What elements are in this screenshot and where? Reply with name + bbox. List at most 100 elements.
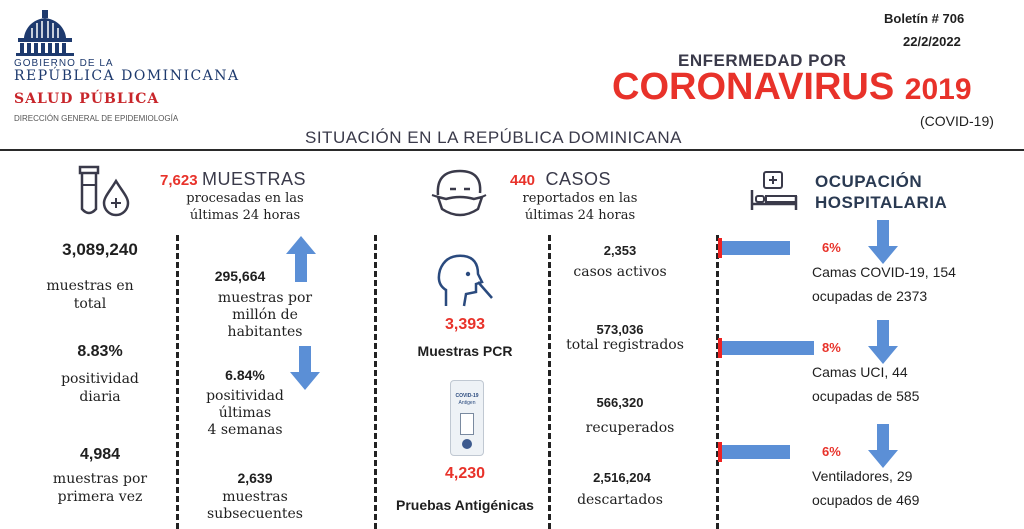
occupancy-line-1: Camas UCI, 44 — [812, 364, 908, 380]
ministry-name: SALUD PÚBLICA — [14, 91, 160, 107]
muestras-desc-line-2: últimas 24 horas — [189, 208, 301, 223]
total-samples-label: muestras en total — [30, 277, 150, 313]
hospital-bed-icon — [750, 170, 798, 217]
antigen-label: Pruebas Antigénicas — [396, 497, 534, 513]
ocupacion-heading: OCUPACIÓN HOSPITALARIA — [815, 171, 947, 213]
down-arrow-icon — [868, 220, 898, 264]
per-million-value: 295,664 — [214, 268, 266, 284]
subsequent-samples-label: muestras subsecuentes — [195, 489, 315, 523]
kit-window-icon — [460, 413, 474, 435]
gov-line-2: REPÚBLICA DOMINICANA — [14, 68, 240, 84]
casos-desc: reportados en las últimas 24 horas — [505, 190, 655, 224]
page-subtitle: SITUACIÓN EN LA REPÚBLICA DOMINICANA — [305, 128, 682, 147]
test-tube-icon — [76, 165, 132, 222]
positivity-4w-label-2: últimas — [218, 405, 272, 421]
occupancy-percent: 6% — [822, 444, 841, 459]
title-year: 2019 — [904, 73, 972, 106]
muestras-count-24h: 7,623 — [160, 172, 198, 189]
ocupacion-heading-1: OCUPACIÓN — [815, 172, 923, 191]
muestras-heading: 7,623 MUESTRAS — [160, 169, 306, 190]
per-million-label-2: millón de — [232, 307, 298, 323]
down-arrow-icon — [290, 346, 320, 395]
total-cases-label: total registrados — [566, 337, 684, 353]
title-small: ENFERMEDAD POR — [678, 51, 847, 70]
kit-text-2: Antigen — [458, 400, 476, 406]
per-million-label: muestras por millón de habitantes — [200, 290, 330, 341]
muestras-title: MUESTRAS — [202, 169, 307, 189]
total-samples-label-1: muestras en — [46, 278, 134, 294]
title-big: CORONAVIRUS 2019 — [612, 66, 972, 111]
positivity-4w-value: 6.84% — [225, 367, 265, 383]
divider-muestras-2 — [374, 235, 377, 529]
antigen-value: 4,230 — [444, 465, 486, 482]
first-time-samples-label-2: primera vez — [57, 489, 143, 505]
total-cases-value: 573,036 — [596, 322, 644, 337]
direction-name: DIRECCIÓN GENERAL DE EPIDEMIOLOGÍA — [14, 114, 179, 123]
daily-positivity-label-1: positividad — [61, 371, 139, 387]
occupancy-bar-marker — [718, 238, 722, 258]
positivity-4w-label-3: 4 semanas — [207, 422, 283, 438]
header-divider — [0, 149, 1024, 151]
subsequent-samples-label-2: subsecuentes — [207, 506, 303, 522]
bulletin-date: 22/2/2022 — [903, 34, 961, 49]
casos-heading: 440 CASOS — [510, 169, 611, 190]
kit-well-icon — [462, 439, 472, 449]
occupancy-percent: 6% — [822, 240, 841, 255]
dome-emblem-icon — [16, 10, 74, 56]
occupancy-line-2: ocupadas de 2373 — [812, 288, 928, 304]
casos-desc-line-2: últimas 24 horas — [524, 208, 636, 223]
daily-positivity-value: 8.83% — [77, 343, 123, 360]
occupancy-bar-marker — [718, 442, 722, 462]
divider-muestras-1 — [176, 235, 179, 529]
per-million-label-3: habitantes — [227, 324, 303, 340]
masked-face-icon — [430, 165, 488, 226]
recovered-label: recuperados — [585, 420, 675, 436]
subsequent-samples-label-1: muestras — [222, 489, 288, 505]
down-arrow-icon — [868, 424, 898, 468]
bulletin-number: Boletín # 706 — [884, 11, 965, 26]
first-time-samples-label: muestras por primera vez — [35, 470, 165, 506]
title-coronavirus: CORONAVIRUS — [612, 66, 895, 108]
muestras-desc-line-1: procesadas en las — [186, 191, 304, 206]
casos-desc-line-1: reportados en las — [522, 191, 638, 206]
casos-title: CASOS — [545, 169, 612, 189]
down-arrow-icon — [868, 320, 898, 364]
positivity-4w-label-1: positividad — [206, 388, 284, 404]
ocupacion-heading-2: HOSPITALARIA — [815, 193, 948, 212]
occupancy-percent: 8% — [822, 340, 841, 355]
per-million-label-1: muestras por — [217, 290, 313, 306]
gov-line-1: GOBIERNO DE LA — [14, 58, 114, 69]
up-arrow-icon — [286, 236, 316, 287]
first-time-samples-label-1: muestras por — [52, 471, 148, 487]
title-parenthetical: (COVID-19) — [920, 113, 994, 129]
positivity-4w-label: positividad últimas 4 semanas — [185, 388, 305, 439]
muestras-desc: procesadas en las últimas 24 horas — [170, 190, 320, 224]
occupancy-line-2: ocupadas de 585 — [812, 388, 920, 404]
occupancy-bar — [718, 338, 814, 358]
active-cases-value: 2,353 — [603, 243, 637, 258]
divider-casos-2 — [716, 235, 719, 529]
first-time-samples-value: 4,984 — [79, 446, 121, 463]
discarded-label: descartados — [577, 492, 663, 508]
total-samples-label-2: total — [73, 296, 107, 312]
kit-text-1: COVID-19 — [455, 393, 479, 399]
pcr-value: 3,393 — [444, 316, 486, 333]
occupancy-bar — [718, 238, 790, 258]
occupancy-line-1: Camas COVID-19, 154 — [812, 264, 956, 280]
occupancy-bar-marker — [718, 338, 722, 358]
subsequent-samples-value: 2,639 — [237, 470, 273, 486]
pcr-label: Muestras PCR — [417, 343, 513, 359]
casos-count-24h: 440 — [510, 172, 536, 189]
antigen-test-kit-icon: COVID-19 Antigen — [450, 380, 484, 456]
pcr-swab-icon — [434, 250, 494, 313]
daily-positivity-label-2: diaria — [79, 389, 121, 405]
total-samples-value: 3,089,240 — [62, 240, 138, 259]
occupancy-bar — [718, 442, 790, 462]
discarded-value: 2,516,204 — [593, 470, 651, 485]
occupancy-line-2: ocupados de 469 — [812, 492, 920, 508]
occupancy-line-1: Ventiladores, 29 — [812, 468, 913, 484]
government-logo — [14, 8, 76, 56]
divider-casos-1 — [548, 235, 551, 529]
active-cases-label: casos activos — [573, 264, 667, 280]
recovered-value: 566,320 — [596, 395, 644, 410]
